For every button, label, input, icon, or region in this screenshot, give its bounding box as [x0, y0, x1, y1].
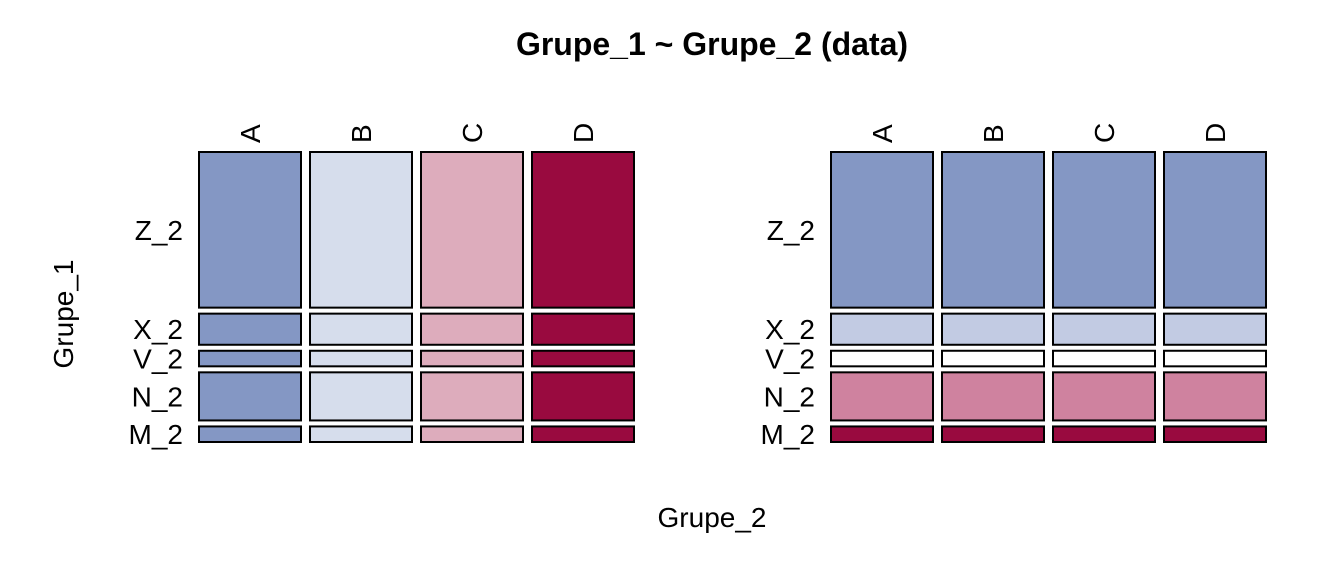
mosaic-tile: [198, 425, 302, 443]
mosaic-tile: [830, 371, 934, 422]
x-tick-label: B: [346, 124, 377, 143]
mosaic-panel-right: A B C D Z_2 X_2V_2 N_2 M_2: [761, 123, 1267, 450]
y-tick-label: V_2: [765, 344, 815, 375]
x-tick-label: D: [1200, 123, 1231, 143]
x-tick-label: D: [568, 123, 599, 143]
x-tick-label: A: [235, 124, 266, 143]
mosaic-tile: [1163, 312, 1267, 346]
x-axis-label: Grupe_2: [658, 502, 767, 533]
mosaic-tile: [420, 349, 524, 368]
mosaic-tile: [198, 312, 302, 346]
mosaic-tile: [941, 371, 1045, 422]
mosaic-tile: [420, 371, 524, 422]
mosaic-tile: [1163, 425, 1267, 443]
mosaic-tile: [1052, 425, 1156, 443]
mosaic-tile: [941, 151, 1045, 309]
x-tick-label: C: [1089, 123, 1120, 143]
y-axis-label: Grupe_1: [48, 260, 79, 369]
y-tick-label: N_2: [764, 381, 815, 412]
mosaic-panel-left: A B C D Z_2 X_2V_2 N_2 M_2: [129, 123, 635, 450]
mosaic-tile: [531, 151, 635, 309]
mosaic-tile: [1163, 151, 1267, 309]
chart-title: Grupe_1 ~ Grupe_2 (data): [516, 26, 908, 62]
mosaic-tile: [1052, 371, 1156, 422]
mosaic-tile: [1052, 151, 1156, 309]
mosaic-tile: [309, 151, 413, 309]
mosaic-tile: [309, 349, 413, 368]
y-tick-label: X_2: [133, 314, 183, 345]
mosaic-tile: [531, 425, 635, 443]
mosaic-tile: [941, 425, 1045, 443]
mosaic-tile: [1052, 349, 1156, 368]
mosaic-tile: [309, 312, 413, 346]
mosaic-tile: [531, 312, 635, 346]
mosaic-tile: [309, 425, 413, 443]
mosaic-tile: [830, 312, 934, 346]
mosaic-tile: [941, 349, 1045, 368]
y-tick-label: Z_2: [135, 215, 183, 246]
mosaic-tile: [830, 425, 934, 443]
mosaic-tile: [1163, 349, 1267, 368]
mosaic-tile: [1052, 312, 1156, 346]
x-tick-label: A: [867, 124, 898, 143]
mosaic-tile: [198, 151, 302, 309]
y-tick-label: M_2: [129, 419, 183, 450]
mosaic-tile: [941, 312, 1045, 346]
mosaic-tile: [531, 371, 635, 422]
mosaic-tile: [420, 425, 524, 443]
mosaic-tile: [1163, 371, 1267, 422]
mosaic-tile: [830, 151, 934, 309]
mosaic-tile: [198, 371, 302, 422]
y-tick-label: V_2: [133, 344, 183, 375]
y-tick-label: X_2: [765, 314, 815, 345]
x-tick-label: B: [978, 124, 1009, 143]
y-tick-label: Z_2: [767, 215, 815, 246]
y-tick-label: N_2: [132, 381, 183, 412]
mosaic-tile: [309, 371, 413, 422]
mosaic-tile: [830, 349, 934, 368]
x-tick-label: C: [457, 123, 488, 143]
mosaic-tile: [420, 151, 524, 309]
mosaic-tile: [531, 349, 635, 368]
mosaic-tile: [198, 349, 302, 368]
y-tick-label: M_2: [761, 419, 815, 450]
mosaic-tile: [420, 312, 524, 346]
